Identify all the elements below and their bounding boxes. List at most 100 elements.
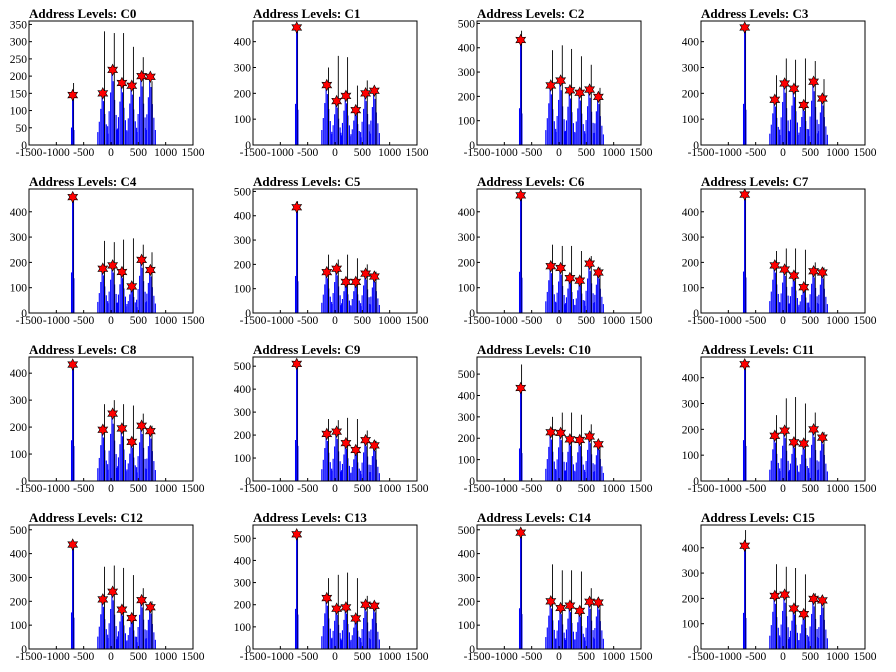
histogram-bar	[141, 434, 143, 481]
histogram-bar	[789, 296, 791, 313]
histogram-bar	[578, 439, 580, 481]
histogram-spike	[804, 58, 806, 145]
histogram-bar	[120, 272, 122, 313]
histogram-bar	[579, 285, 581, 313]
histogram-bar	[821, 437, 823, 481]
histogram-bar	[594, 294, 596, 313]
histogram-bar	[806, 302, 808, 313]
histogram-bar	[345, 103, 348, 145]
level-marker-star	[331, 94, 343, 108]
histogram-cluster	[70, 83, 75, 145]
histogram-bar	[574, 304, 576, 313]
histogram-bar	[126, 306, 128, 313]
histogram-cluster	[340, 417, 352, 481]
level-marker-star	[350, 103, 362, 117]
histogram-bar	[377, 466, 379, 481]
histogram-bar	[791, 286, 793, 313]
histogram-bar	[294, 275, 297, 313]
x-tick-label: -1000	[715, 651, 742, 663]
histogram-bar	[115, 454, 117, 481]
histogram-bar	[808, 636, 810, 649]
histogram-bar	[549, 432, 551, 481]
histogram-bar	[115, 114, 117, 145]
y-tick-label: 200	[682, 593, 700, 605]
histogram-spike	[745, 364, 747, 481]
histogram-bar	[335, 268, 337, 313]
x-tick-label: -1500	[240, 651, 267, 663]
histogram-bar	[350, 473, 352, 481]
level-marker-star	[515, 526, 527, 539]
x-tick-label: 0	[780, 483, 786, 495]
histogram-bar	[769, 301, 771, 313]
x-tick-label: -1500	[16, 147, 43, 159]
histogram-bar	[597, 444, 599, 481]
y-tick-label: 400	[234, 211, 252, 223]
histogram-bar	[102, 275, 104, 313]
y-tick-label: 200	[10, 71, 28, 83]
histogram-bar	[584, 131, 586, 145]
histogram-bar	[575, 298, 577, 313]
histogram-bar	[340, 471, 342, 481]
histogram-bar	[116, 639, 118, 649]
histogram-cluster	[816, 79, 828, 146]
level-marker-star	[816, 594, 828, 607]
histogram-bar	[129, 294, 131, 313]
chart-panel: Address Levels: C1 0 100 200 300 400 -1500 -100…	[234, 6, 429, 159]
histogram-bar	[341, 122, 343, 145]
histogram-bar	[803, 619, 805, 649]
x-tick-label: -1000	[715, 315, 742, 327]
histogram-bar	[116, 467, 118, 481]
level-marker-star	[321, 265, 333, 279]
histogram-bar	[559, 432, 561, 481]
histogram-bar	[105, 460, 107, 481]
histogram-cluster	[294, 27, 299, 145]
histogram-spike	[590, 64, 592, 145]
histogram-bar	[102, 437, 104, 481]
histogram-bar	[587, 615, 589, 649]
histogram-cluster	[592, 267, 604, 313]
histogram-bar	[332, 293, 334, 313]
level-marker-star	[564, 599, 576, 612]
chart-title: Address Levels: C5	[253, 174, 361, 189]
histogram-bar	[341, 470, 343, 481]
histogram-bar	[789, 303, 791, 313]
histogram-bar	[374, 612, 376, 649]
histogram-cluster	[816, 431, 828, 481]
x-tick-label: 500	[578, 651, 596, 663]
histogram-spike	[521, 364, 523, 481]
histogram-spike	[804, 249, 806, 313]
x-tick-label: -1500	[240, 315, 267, 327]
histogram-bar	[595, 111, 597, 145]
chart-panel: Address Levels: C15 0 100 200 300 400 -1500 -10…	[682, 510, 877, 663]
histogram-bar	[111, 69, 113, 145]
level-marker-star	[321, 427, 333, 441]
histogram-bar	[117, 636, 119, 649]
level-marker-star	[769, 93, 781, 107]
histogram-bar	[592, 637, 594, 650]
histogram-bar	[70, 612, 73, 649]
histogram-bar	[150, 613, 152, 649]
chart-title: Address Levels: C0	[29, 6, 136, 21]
histogram-spike	[552, 244, 553, 313]
histogram-bar	[294, 103, 297, 145]
histogram-spike	[347, 417, 349, 481]
histogram-bar	[780, 458, 782, 481]
x-tick-label: -1000	[491, 147, 518, 159]
y-tick-label: 0	[693, 140, 699, 152]
histogram-bar	[545, 637, 547, 649]
histogram-bar	[791, 453, 793, 482]
histogram-bar	[816, 636, 818, 649]
x-tick-label: 1500	[406, 147, 429, 159]
histogram-bar	[569, 283, 572, 313]
histogram-bar	[560, 90, 562, 145]
histogram-bar	[782, 445, 784, 481]
level-marker-star	[584, 595, 596, 609]
histogram-bar	[126, 471, 128, 481]
histogram-bar	[329, 296, 331, 313]
y-tick-label: 100	[10, 620, 28, 632]
level-marker-star	[545, 595, 557, 608]
x-tick-label: 1500	[854, 147, 877, 159]
histogram-spike	[795, 59, 797, 145]
level-marker-star	[340, 601, 352, 614]
level-marker-star	[368, 439, 380, 452]
